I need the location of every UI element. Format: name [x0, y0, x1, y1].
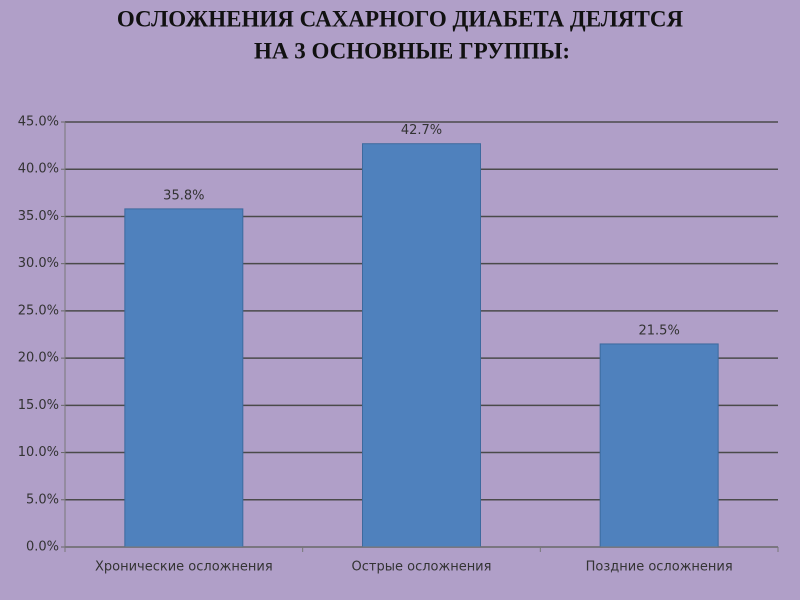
value-label: 42.7% — [401, 123, 442, 138]
y-tick-label: 45.0% — [18, 115, 59, 130]
x-tick-label: Острые осложнения — [352, 560, 492, 575]
x-tick-label: Поздние осложнения — [586, 560, 733, 575]
bar — [124, 208, 244, 548]
bar — [599, 343, 719, 548]
bar — [362, 143, 481, 548]
y-tick-label: 20.0% — [18, 351, 59, 366]
chart-title: ОСЛОЖНЕНИЯ САХАРНОГО ДИАБЕТА ДЕЛЯТСЯ — [117, 6, 684, 31]
y-tick-label: 25.0% — [18, 303, 59, 318]
chart-title: НА 3 ОСНОВНЫЕ ГРУППЫ: — [254, 38, 570, 63]
value-label: 21.5% — [639, 323, 680, 338]
y-tick-label: 0.0% — [26, 540, 59, 555]
y-tick-label: 40.0% — [18, 162, 59, 177]
x-tick-label: Хронические осложнения — [95, 560, 273, 575]
y-tick-label: 30.0% — [18, 256, 59, 271]
y-tick-label: 15.0% — [18, 398, 59, 413]
value-label: 35.8% — [163, 188, 204, 203]
y-tick-label: 10.0% — [18, 445, 59, 460]
y-tick-label: 35.0% — [18, 209, 59, 224]
y-tick-label: 5.0% — [26, 492, 59, 507]
